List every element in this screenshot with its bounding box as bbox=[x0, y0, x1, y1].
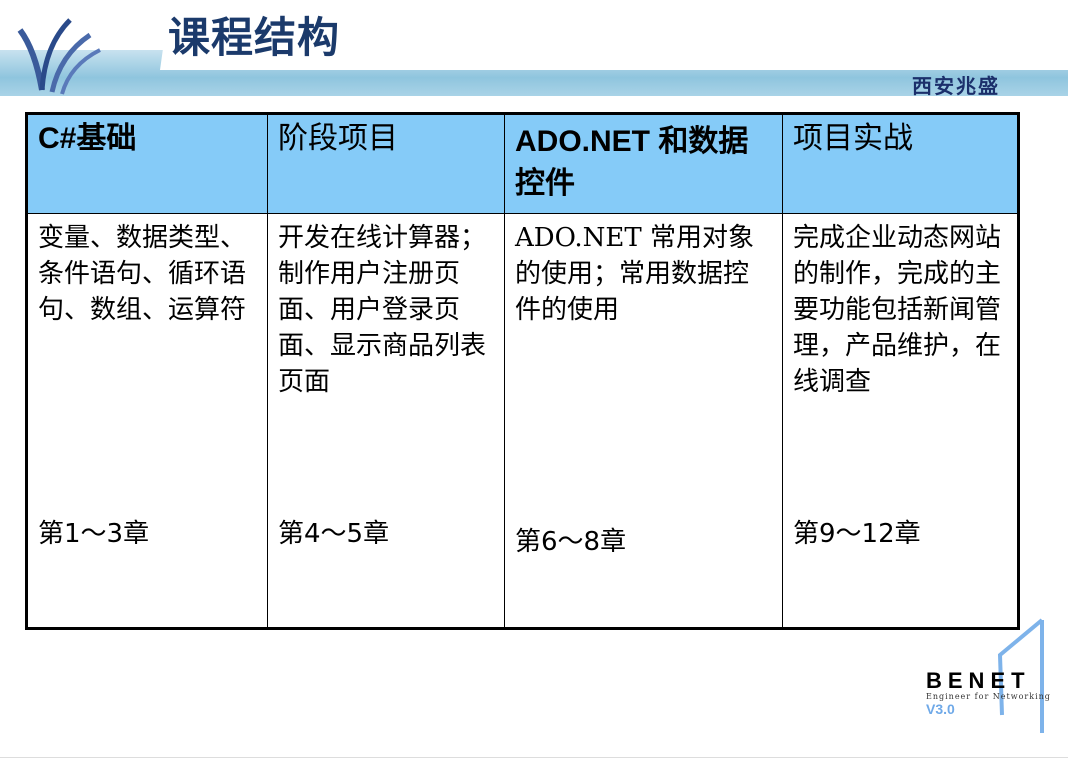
column-heading: C#基础 bbox=[38, 122, 137, 155]
table-header-row: C#基础 阶段项目 ADO.NET 和数据控件 项目实战 bbox=[26, 113, 1019, 214]
chapter-range: 第4～5章 bbox=[278, 519, 390, 549]
chapter-range: 第9～12章 bbox=[793, 519, 921, 549]
company-logo-icon bbox=[17, 18, 101, 95]
version-label: V3.0 bbox=[926, 701, 955, 717]
header-cell: C#基础 bbox=[26, 113, 268, 214]
benet-logo-stroke-icon bbox=[997, 618, 1044, 733]
column-description: 开发在线计算器；制作用户注册页面、用户登录页面、显示商品列表页面 bbox=[278, 223, 487, 397]
column-description: 变量、数据类型、条件语句、循环语句、数组、运算符 bbox=[38, 223, 247, 325]
page-title: 课程结构 bbox=[168, 13, 341, 62]
benet-logo: BENET Engineer for Networking V3.0 bbox=[926, 668, 1051, 717]
benet-logo-tagline: Engineer for Networking bbox=[926, 692, 1051, 701]
body-cell: 变量、数据类型、条件语句、循环语句、数组、运算符第1～3章 bbox=[26, 213, 268, 629]
column-description: ADO.NET 常用对象的使用；常用数据控件的使用 bbox=[515, 223, 755, 325]
brand-text: 西安兆盛 bbox=[912, 74, 1000, 98]
header-cell: 阶段项目 bbox=[267, 113, 505, 214]
body-cell: 完成企业动态网站的制作，完成的主要功能包括新闻管理，产品维护，在线调查第9～12… bbox=[782, 213, 1019, 629]
benet-logo-name: BENET bbox=[926, 668, 1031, 693]
header-cell: 项目实战 bbox=[782, 113, 1019, 214]
column-heading: 项目实战 bbox=[793, 121, 913, 156]
body-cell: ADO.NET 常用对象的使用；常用数据控件的使用第6～8章 bbox=[504, 213, 783, 629]
chapter-range: 第1～3章 bbox=[38, 519, 150, 549]
column-heading: ADO.NET 和数据控件 bbox=[515, 125, 749, 200]
table-row: 变量、数据类型、条件语句、循环语句、数组、运算符第1～3章 开发在线计算器；制作… bbox=[26, 213, 1019, 629]
column-heading: 阶段项目 bbox=[278, 121, 398, 156]
footer-divider bbox=[0, 757, 1068, 758]
body-cell: 开发在线计算器；制作用户注册页面、用户登录页面、显示商品列表页面第4～5章 bbox=[267, 213, 505, 629]
chapter-range: 第6～8章 bbox=[515, 527, 627, 557]
course-structure-table: C#基础 阶段项目 ADO.NET 和数据控件 项目实战 变量、数据类型、条件语… bbox=[25, 112, 1020, 630]
column-description: 完成企业动态网站的制作，完成的主要功能包括新闻管理，产品维护，在线调查 bbox=[793, 223, 1002, 397]
header-cell: ADO.NET 和数据控件 bbox=[504, 113, 783, 214]
